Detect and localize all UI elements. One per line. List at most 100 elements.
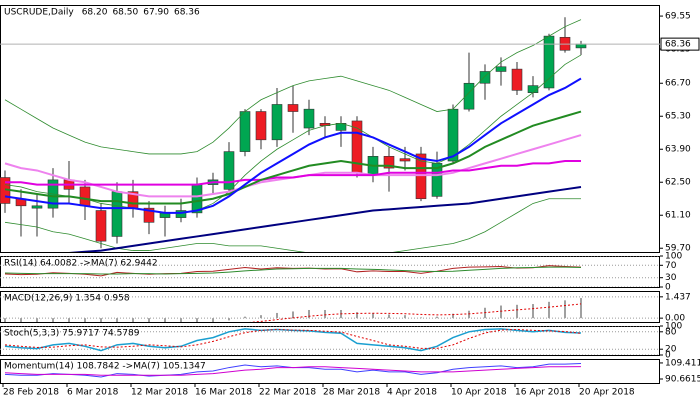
panel-frame — [0, 359, 660, 384]
candle-body — [511, 68, 523, 91]
panel-title: Momentum(14) 108.7842 ->MA(7) 105.1347 — [4, 362, 206, 372]
histogram-bar — [4, 318, 6, 322]
indicator-line — [4, 110, 582, 205]
histogram-bar — [564, 300, 566, 319]
histogram-bar — [452, 313, 454, 319]
panel-frame — [0, 5, 660, 253]
x-tick-label: 20 Apr 2018 — [579, 388, 635, 398]
histogram-bar — [228, 318, 230, 321]
x-tick-label: 6 Mar 2018 — [67, 388, 119, 398]
histogram-bar — [244, 316, 246, 319]
indicator-line — [5, 160, 581, 186]
y-tick-label: 69.55 — [665, 12, 691, 22]
histogram-bar — [356, 312, 358, 319]
panel-plot — [0, 17, 660, 252]
indicator-line — [68, 185, 582, 252]
histogram-bar — [100, 318, 102, 322]
candle-body — [415, 153, 427, 200]
candle-body — [143, 207, 155, 223]
histogram-bar — [580, 298, 582, 319]
histogram-bar — [260, 315, 262, 319]
candle-body — [239, 111, 251, 152]
x-tick-label: 16 Apr 2018 — [515, 388, 571, 398]
indicator-line — [4, 19, 582, 155]
candle-body — [95, 210, 107, 242]
histogram-bar — [52, 318, 54, 322]
histogram-bar — [436, 316, 438, 319]
histogram-bar — [164, 318, 166, 322]
candle-body — [271, 104, 283, 141]
panel-title: RSI(14) 64.0082 ->MA(7) 62.9442 — [4, 259, 158, 269]
indicator-line — [4, 328, 582, 352]
candle-body — [303, 108, 315, 129]
x-tick-label: 22 Mar 2018 — [259, 388, 316, 398]
indicator-line — [4, 328, 582, 349]
histogram-bar — [404, 315, 406, 319]
candle-body — [495, 66, 507, 72]
y-tick-label: 109.411 — [665, 358, 700, 368]
y-tick-label: 90.6615 — [665, 375, 700, 385]
ohlc-label: 67.90 — [143, 8, 169, 18]
histogram-bar — [308, 309, 310, 319]
panel-title: MACD(12,26,9) 1.354 0.958 — [4, 294, 130, 304]
candle-body — [399, 158, 411, 162]
x-tick-label: 28 Feb 2018 — [3, 388, 59, 398]
histogram-bar — [68, 318, 70, 322]
histogram-bar — [372, 312, 374, 319]
histogram-bar — [196, 318, 198, 322]
panel-frame — [0, 291, 660, 323]
histogram-bar — [292, 311, 294, 319]
panel-title: USCRUDE,Daily — [4, 8, 74, 18]
y-tick-label: 100 — [665, 252, 682, 262]
y-tick-label: 80 — [665, 327, 677, 337]
y-tick-label: 0 — [665, 283, 671, 293]
panel-plot — [0, 296, 660, 322]
y-tick-label: 62.50 — [665, 178, 691, 188]
indicator-line — [4, 266, 582, 275]
x-tick-label: 12 Mar 2018 — [131, 388, 188, 398]
ohlc-label: 68.36 — [174, 8, 200, 18]
price-label: 68.36 — [665, 40, 691, 50]
y-tick-label: 0.00 — [665, 314, 685, 324]
ohlc-label: 68.20 — [82, 8, 108, 18]
histogram-bar — [420, 317, 422, 319]
candle-body — [79, 186, 91, 207]
histogram-bar — [500, 305, 502, 319]
y-tick-label: 63.90 — [665, 145, 691, 155]
histogram-bar — [148, 318, 150, 322]
candle-body — [575, 43, 587, 49]
candle-body — [223, 151, 235, 190]
candle-body — [351, 120, 363, 174]
price-box — [660, 37, 700, 51]
candle-body — [463, 82, 475, 110]
y-tick-label: 66.70 — [665, 79, 691, 89]
candle-body — [111, 191, 123, 237]
histogram-bar — [516, 304, 518, 319]
indicator-line — [4, 366, 582, 376]
ohlc-label: 68.50 — [112, 8, 138, 18]
histogram-bar — [548, 301, 550, 319]
panel-plot — [4, 362, 582, 378]
indicator-line — [249, 303, 582, 322]
histogram-bar — [20, 318, 22, 322]
y-tick-label: 61.10 — [665, 211, 691, 221]
histogram-bar — [532, 304, 534, 319]
candle-body — [175, 210, 187, 218]
histogram-bar — [132, 318, 134, 322]
candle-body — [255, 111, 267, 141]
y-tick-label: 59.70 — [665, 244, 691, 254]
x-tick-label: 28 Mar 2018 — [323, 388, 380, 398]
x-tick-label: 16 Mar 2018 — [195, 388, 252, 398]
y-tick-label: 65.30 — [665, 112, 691, 122]
candle-body — [287, 104, 299, 112]
y-tick-label: 30 — [665, 273, 677, 283]
histogram-bar — [116, 318, 118, 322]
histogram-bar — [276, 312, 278, 319]
histogram-bar — [212, 318, 214, 322]
histogram-bar — [468, 310, 470, 319]
indicator-line — [4, 54, 582, 214]
histogram-bar — [180, 318, 182, 322]
candle-body — [31, 205, 43, 209]
